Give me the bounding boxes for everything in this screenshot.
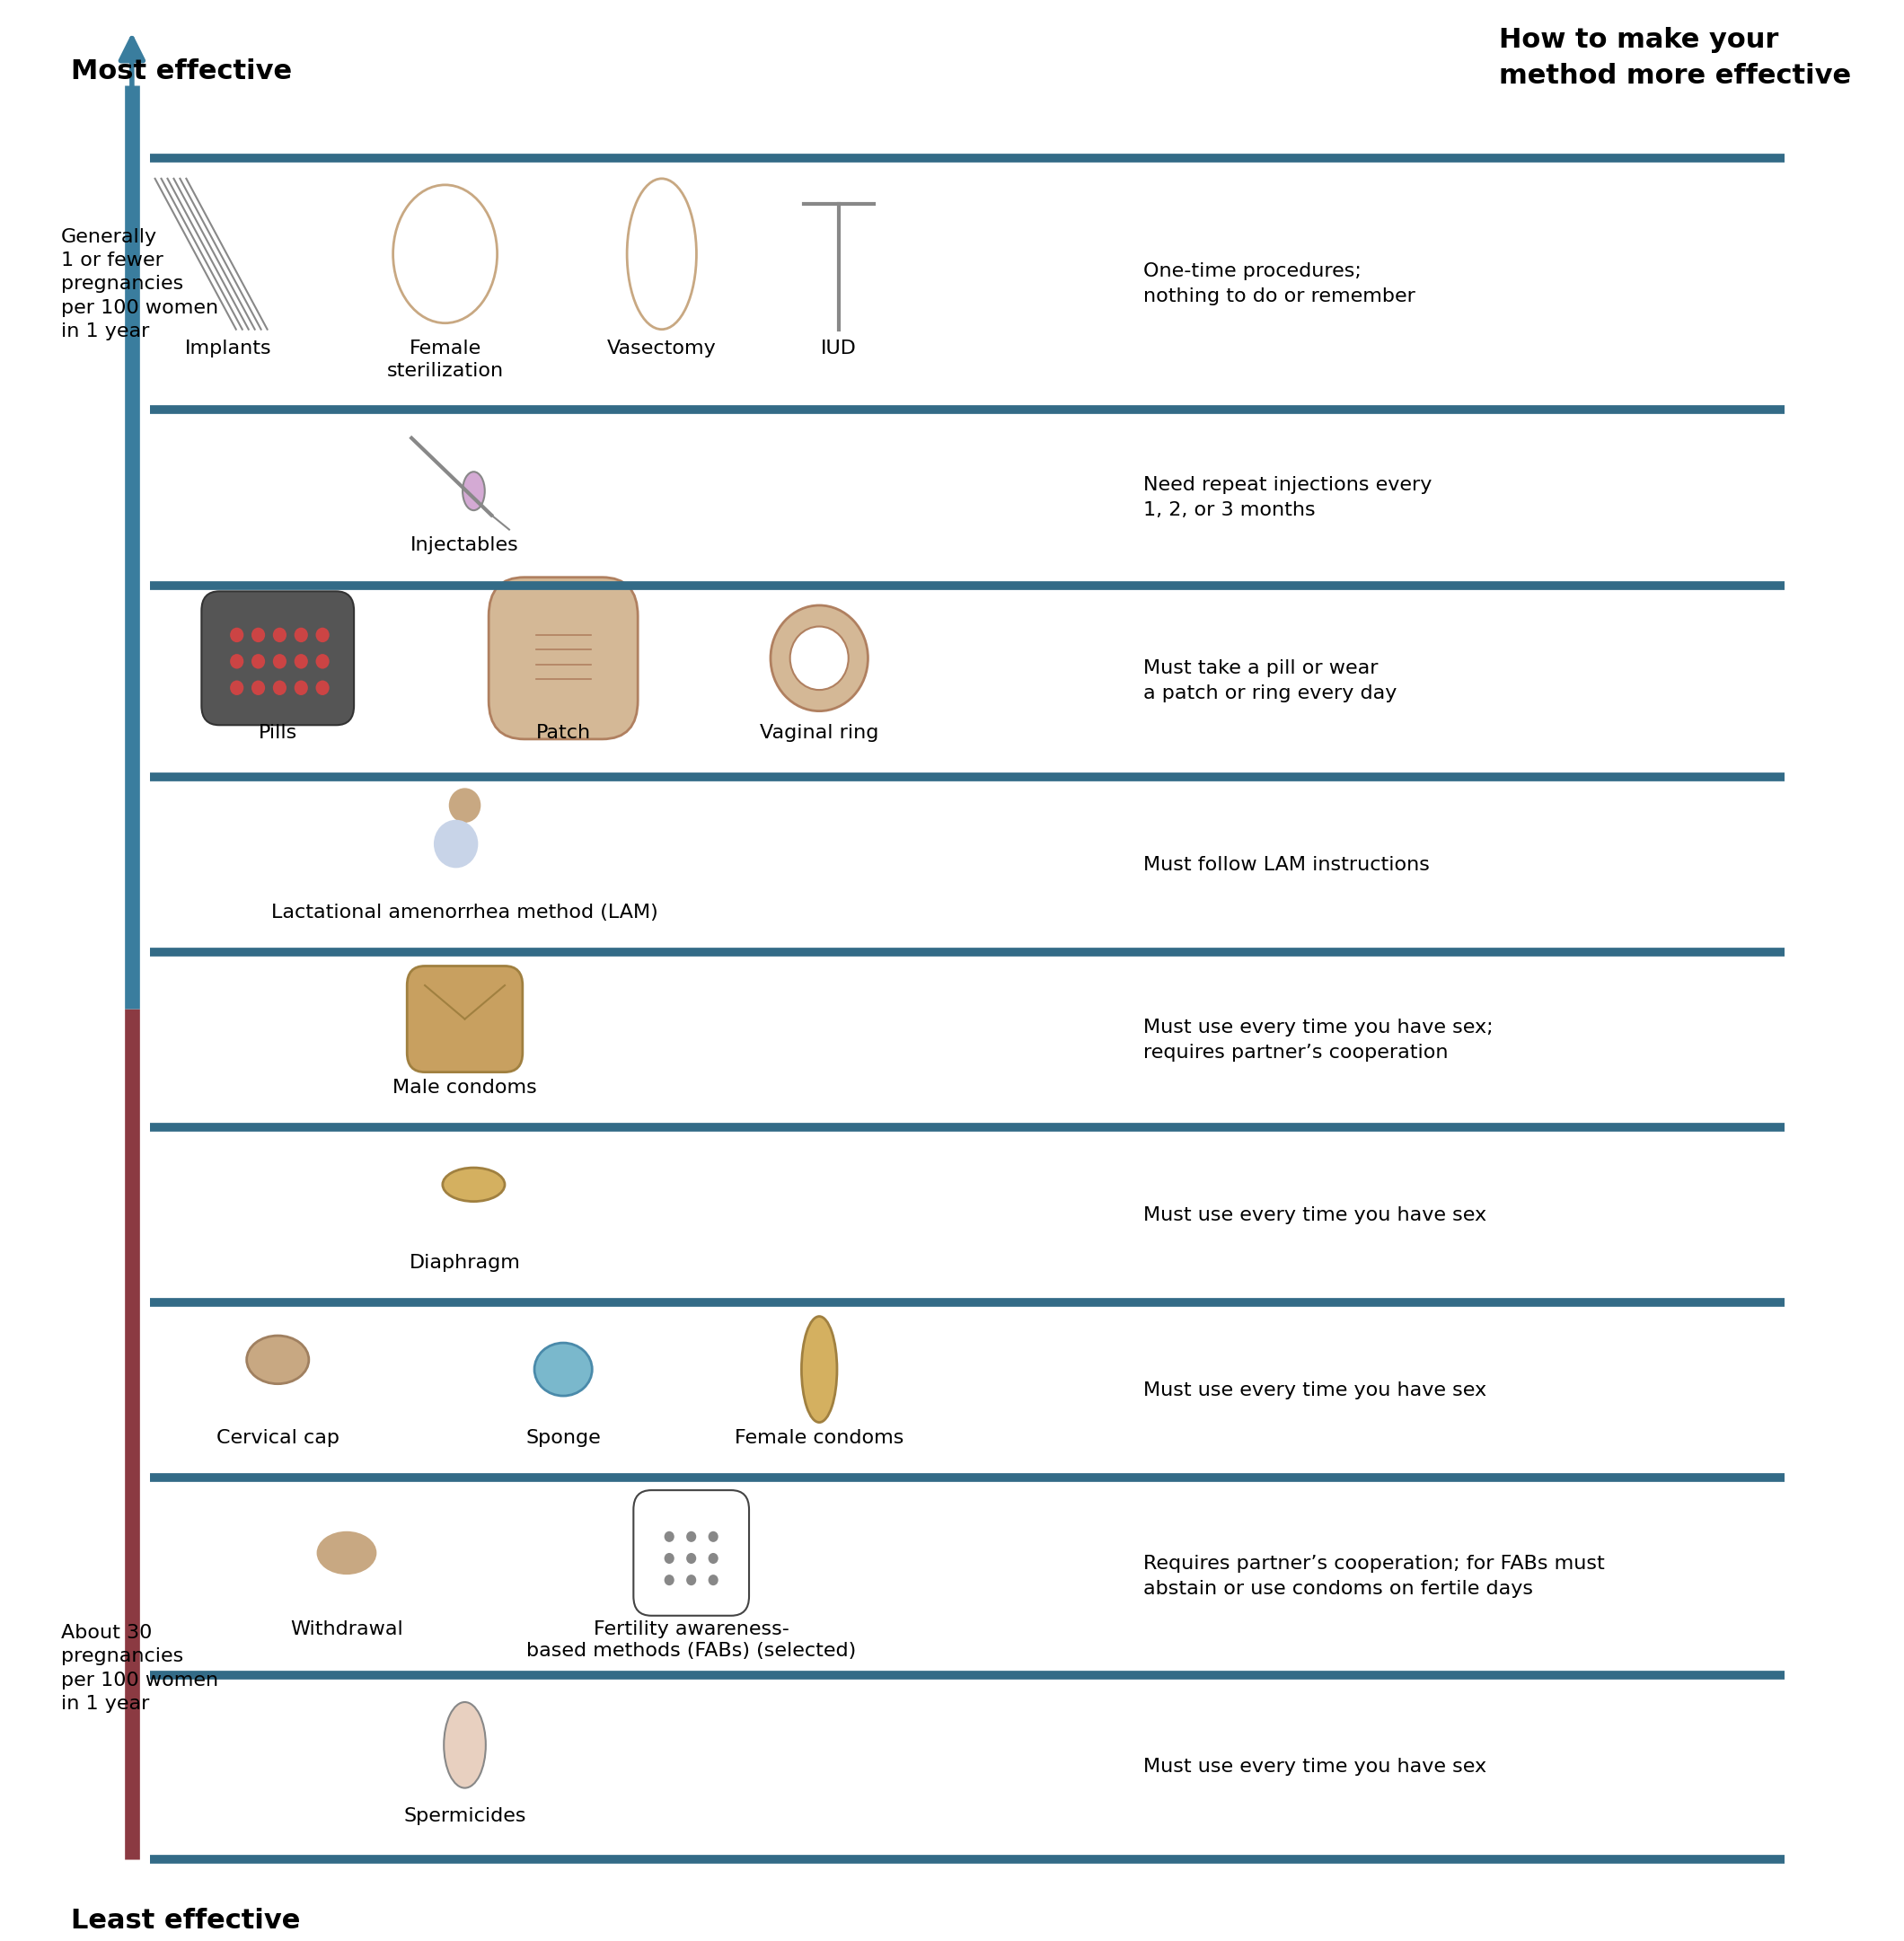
- Circle shape: [316, 627, 329, 642]
- Text: Must use every time you have sex;
requires partner’s cooperation: Must use every time you have sex; requir…: [1142, 1019, 1493, 1062]
- Ellipse shape: [771, 606, 868, 710]
- Ellipse shape: [442, 1168, 505, 1201]
- Text: Most effective: Most effective: [70, 58, 293, 83]
- Circle shape: [230, 681, 244, 695]
- Text: Fertility awareness-
based methods (FABs) (selected): Fertility awareness- based methods (FABs…: [526, 1621, 857, 1660]
- Circle shape: [449, 788, 482, 823]
- Text: Generally
1 or fewer
pregnancies
per 100 women
in 1 year: Generally 1 or fewer pregnancies per 100…: [61, 227, 217, 340]
- Text: Must take a pill or wear
a patch or ring every day: Must take a pill or wear a patch or ring…: [1142, 660, 1398, 703]
- Text: Sponge: Sponge: [526, 1429, 602, 1446]
- FancyBboxPatch shape: [489, 576, 638, 740]
- Circle shape: [316, 681, 329, 695]
- Circle shape: [272, 681, 286, 695]
- Circle shape: [316, 654, 329, 670]
- Text: One-time procedures;
nothing to do or remember: One-time procedures; nothing to do or re…: [1142, 262, 1415, 307]
- Circle shape: [295, 681, 308, 695]
- Text: Female condoms: Female condoms: [735, 1429, 904, 1446]
- Circle shape: [664, 1531, 674, 1541]
- Text: Must use every time you have sex: Must use every time you have sex: [1142, 1205, 1487, 1225]
- Text: About 30
pregnancies
per 100 women
in 1 year: About 30 pregnancies per 100 women in 1 …: [61, 1625, 217, 1714]
- Text: Patch: Patch: [535, 724, 590, 741]
- Circle shape: [251, 627, 265, 642]
- FancyBboxPatch shape: [634, 1491, 748, 1615]
- Text: Lactational amenorrhea method (LAM): Lactational amenorrhea method (LAM): [272, 903, 659, 922]
- Circle shape: [664, 1553, 674, 1564]
- Text: Withdrawal: Withdrawal: [289, 1621, 404, 1638]
- Text: Must use every time you have sex: Must use every time you have sex: [1142, 1382, 1487, 1399]
- Text: How to make your
method more effective: How to make your method more effective: [1498, 27, 1851, 89]
- Text: Implants: Implants: [185, 340, 272, 357]
- Text: Vaginal ring: Vaginal ring: [760, 724, 880, 741]
- Circle shape: [230, 627, 244, 642]
- Text: Requires partner’s cooperation; for FABs must
abstain or use condoms on fertile : Requires partner’s cooperation; for FABs…: [1142, 1555, 1605, 1597]
- Ellipse shape: [790, 627, 849, 689]
- Circle shape: [251, 654, 265, 670]
- Circle shape: [230, 654, 244, 670]
- Text: Cervical cap: Cervical cap: [217, 1429, 339, 1446]
- Ellipse shape: [248, 1335, 308, 1384]
- Text: Spermicides: Spermicides: [404, 1807, 526, 1825]
- Text: Least effective: Least effective: [70, 1908, 301, 1933]
- Circle shape: [295, 627, 308, 642]
- Text: IUD: IUD: [821, 340, 857, 357]
- Circle shape: [295, 654, 308, 670]
- Circle shape: [685, 1531, 697, 1541]
- FancyBboxPatch shape: [202, 592, 354, 726]
- Circle shape: [708, 1531, 718, 1541]
- Circle shape: [251, 681, 265, 695]
- Text: Pills: Pills: [259, 724, 297, 741]
- Circle shape: [708, 1574, 718, 1586]
- FancyBboxPatch shape: [407, 967, 522, 1071]
- Circle shape: [664, 1574, 674, 1586]
- Circle shape: [272, 627, 286, 642]
- Ellipse shape: [535, 1343, 592, 1396]
- Circle shape: [708, 1553, 718, 1564]
- Circle shape: [272, 654, 286, 670]
- Ellipse shape: [316, 1531, 377, 1574]
- Text: Need repeat injections every
1, 2, or 3 months: Need repeat injections every 1, 2, or 3 …: [1142, 476, 1432, 518]
- Text: Female
sterilization: Female sterilization: [387, 340, 503, 380]
- Ellipse shape: [434, 819, 478, 868]
- Text: Injectables: Injectables: [411, 536, 520, 553]
- Ellipse shape: [802, 1316, 838, 1423]
- Circle shape: [685, 1574, 697, 1586]
- Text: Vasectomy: Vasectomy: [607, 340, 716, 357]
- Ellipse shape: [463, 472, 486, 510]
- Text: Must use every time you have sex: Must use every time you have sex: [1142, 1759, 1487, 1776]
- Circle shape: [685, 1553, 697, 1564]
- Text: Must follow LAM instructions: Must follow LAM instructions: [1142, 856, 1430, 873]
- Ellipse shape: [444, 1702, 486, 1788]
- Text: Male condoms: Male condoms: [392, 1079, 537, 1097]
- Text: Diaphragm: Diaphragm: [409, 1254, 520, 1271]
